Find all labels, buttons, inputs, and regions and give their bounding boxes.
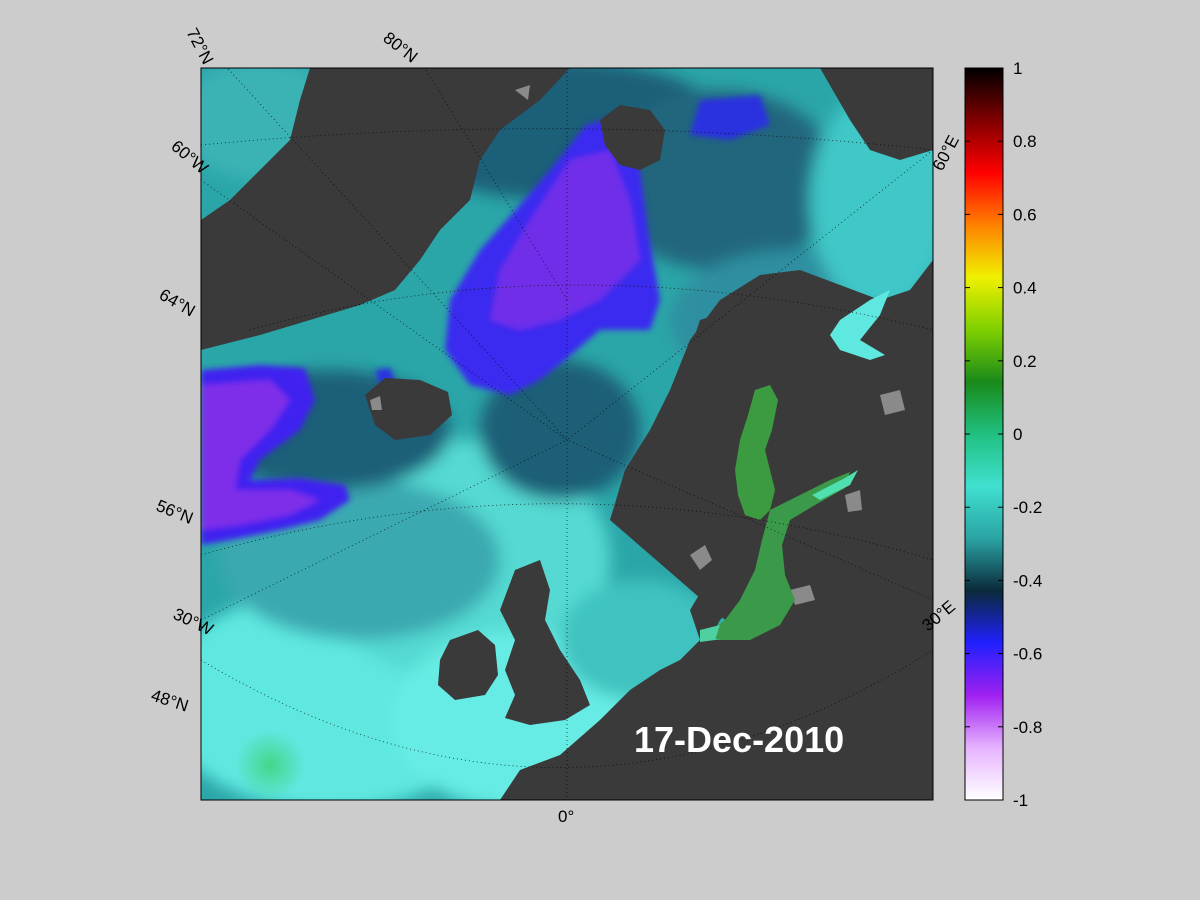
- negative-anomaly-patches: [201, 95, 770, 545]
- great-britain: [500, 560, 590, 725]
- baltic-sea: [700, 385, 858, 642]
- landmasses: [201, 68, 933, 800]
- label-lon-60e: 60°E: [929, 132, 963, 174]
- colorbar-tick-label: 0.4: [1013, 279, 1037, 298]
- colorbar-tick-label: 0.2: [1013, 352, 1037, 371]
- colorbar-tick-label: -0.8: [1013, 718, 1042, 737]
- svalbard: [600, 105, 665, 170]
- label-lat-80n: 80°N: [380, 28, 422, 66]
- colorbar-gradient: [964, 67, 1004, 801]
- colorbar-tick-label: -0.2: [1013, 498, 1042, 517]
- greenland: [201, 68, 570, 350]
- continental-europe: [500, 590, 933, 800]
- colorbar-tick-label: 1: [1013, 59, 1022, 78]
- iceland: [365, 378, 452, 440]
- colorbar-tick-label: -1: [1013, 791, 1028, 810]
- colorbar: 1 0.8 0.6 0.4 0.2 0 -0.2 -0.4 -0.6 -0.8 -1: [964, 59, 1042, 810]
- map-area[interactable]: 17-Dec-2010: [160, 60, 950, 810]
- colorbar-tick-label: 0: [1013, 425, 1022, 444]
- label-lat-72n: 72°N: [182, 25, 217, 67]
- novaya-zemlya: [820, 68, 933, 160]
- colorbar-ticks: 1 0.8 0.6 0.4 0.2 0 -0.2 -0.4 -0.6 -0.8 -1: [965, 59, 1042, 810]
- green-anomaly-patch: [235, 730, 305, 800]
- graticule: [201, 68, 933, 800]
- date-label: 17-Dec-2010: [634, 719, 844, 760]
- land-mask-grey: [370, 85, 905, 605]
- colorbar-tick-label: -0.4: [1013, 571, 1042, 590]
- label-lat-48n: 48°N: [149, 686, 191, 716]
- label-lat-64n: 64°N: [156, 285, 198, 320]
- colorbar-tick-label: 0.8: [1013, 132, 1037, 151]
- ireland: [438, 630, 498, 700]
- label-lon-0: 0°: [558, 807, 574, 826]
- label-lat-56n: 56°N: [154, 496, 196, 528]
- map-frame: [200, 67, 934, 801]
- colorbar-tick-label: 0.6: [1013, 205, 1037, 224]
- white-sea: [830, 290, 890, 360]
- colorbar-tick-label: -0.6: [1013, 645, 1042, 664]
